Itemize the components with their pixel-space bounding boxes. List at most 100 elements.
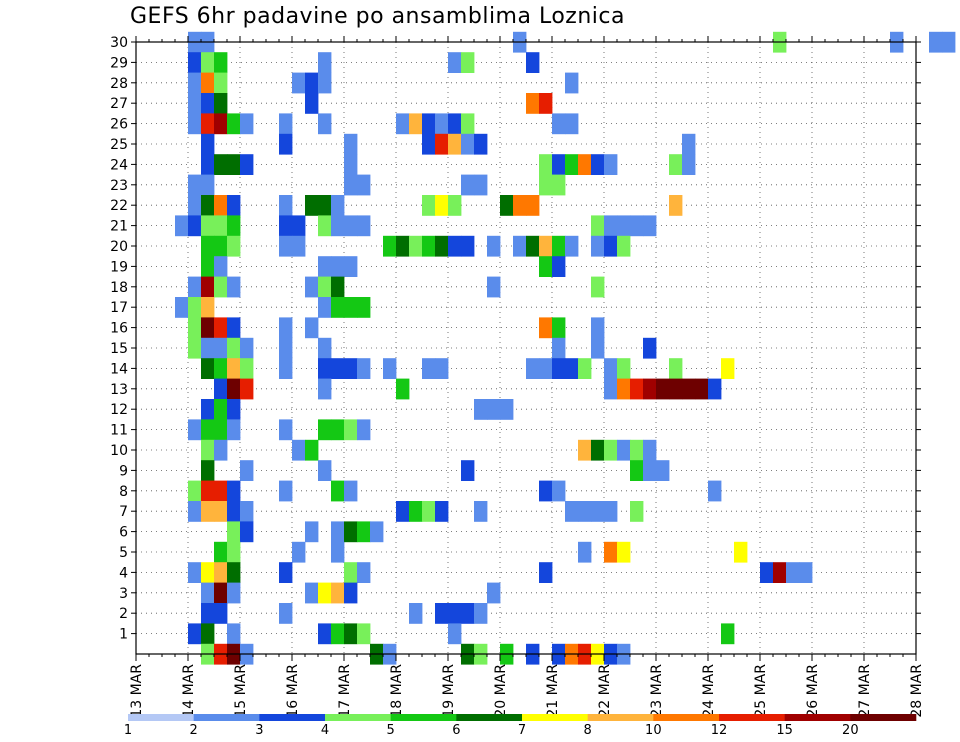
colorbar-swatch xyxy=(259,714,326,721)
precip-cell xyxy=(214,154,228,175)
precip-cell xyxy=(188,419,202,441)
y-tick-label: 9 xyxy=(119,463,128,479)
precip-cell xyxy=(331,521,345,543)
precip-cell xyxy=(318,113,332,135)
precip-cell xyxy=(591,235,605,257)
precip-cell xyxy=(201,439,215,461)
precip-cell xyxy=(188,52,202,73)
precip-cell xyxy=(448,195,462,216)
precip-cell xyxy=(591,501,605,522)
precip-cell xyxy=(214,562,228,583)
precip-cell xyxy=(201,623,215,645)
precip-cell xyxy=(201,480,215,502)
precip-cell xyxy=(552,113,566,135)
x-tick-label: 26 MAR xyxy=(805,664,821,718)
precip-cell xyxy=(279,195,293,216)
y-tick-label: 23 xyxy=(110,178,128,194)
precip-cell xyxy=(214,215,228,237)
y-tick-label: 16 xyxy=(110,321,128,337)
precip-cell xyxy=(188,72,202,94)
precip-cell xyxy=(461,460,475,481)
precip-cell xyxy=(435,133,449,155)
precip-cell xyxy=(786,562,800,583)
precip-cell xyxy=(279,235,293,257)
precip-cell xyxy=(942,31,956,53)
precip-cell xyxy=(331,256,345,277)
precip-cell xyxy=(279,337,293,359)
precip-cell xyxy=(201,256,215,277)
precip-cell xyxy=(461,603,475,624)
precip-cell xyxy=(643,215,657,237)
colorbar-label: 8 xyxy=(584,723,592,738)
colorbar-swatch xyxy=(193,714,260,721)
precip-cell xyxy=(227,215,241,237)
colorbar-swatch xyxy=(128,714,194,721)
x-tick-label: 24 MAR xyxy=(701,664,717,718)
precip-cell xyxy=(422,358,436,379)
precip-cell xyxy=(929,31,943,53)
precip-cell xyxy=(214,235,228,257)
precip-cell xyxy=(487,276,501,298)
precip-cell xyxy=(357,358,371,379)
y-tick-label: 29 xyxy=(110,55,128,71)
precip-cell xyxy=(201,113,215,135)
precip-cell xyxy=(487,235,501,257)
precip-cell xyxy=(539,174,553,196)
colorbar-label: 10 xyxy=(645,723,662,738)
y-tick-label: 2 xyxy=(119,606,128,622)
precip-cell xyxy=(448,52,462,73)
precip-cell xyxy=(188,562,202,583)
precip-cell xyxy=(201,317,215,339)
precip-cell xyxy=(682,133,696,155)
precip-cell xyxy=(370,521,384,543)
precip-cell xyxy=(630,460,644,481)
precip-cell xyxy=(201,215,215,237)
precip-cell xyxy=(279,562,293,583)
y-tick-label: 27 xyxy=(110,96,128,112)
precip-cell xyxy=(656,460,670,481)
precip-cell xyxy=(201,399,215,420)
precip-cell xyxy=(435,603,449,624)
colorbar-label: 1 xyxy=(124,723,132,738)
precip-cell xyxy=(552,235,566,257)
precip-cell xyxy=(435,358,449,379)
precip-cell xyxy=(357,521,371,543)
precip-cell xyxy=(357,562,371,583)
precip-cell xyxy=(240,337,254,359)
precip-cell xyxy=(201,276,215,298)
y-tick-label: 25 xyxy=(110,137,128,153)
precip-cell xyxy=(526,235,540,257)
precip-cell xyxy=(201,235,215,257)
y-tick-label: 17 xyxy=(110,300,128,316)
precip-cell xyxy=(201,337,215,359)
precip-cell xyxy=(305,195,319,216)
precip-cell xyxy=(344,623,358,645)
precip-cell xyxy=(474,399,488,420)
precip-cell xyxy=(669,154,683,175)
precip-cell xyxy=(188,297,202,318)
precip-cell xyxy=(630,439,644,461)
precip-cell xyxy=(201,419,215,441)
chart-title: GEFS 6hr padavine po ansamblima Loznica xyxy=(130,4,625,29)
precip-cell xyxy=(435,113,449,135)
precip-cell xyxy=(318,52,332,73)
precip-cell xyxy=(695,378,709,400)
colorbar-swatch xyxy=(719,714,785,721)
precip-cell xyxy=(175,215,189,237)
x-tick-label: 27 MAR xyxy=(857,664,873,718)
precip-cell xyxy=(539,93,553,114)
precip-cell xyxy=(214,195,228,216)
precip-cell xyxy=(201,358,215,379)
precip-cell xyxy=(188,501,202,522)
precip-cell xyxy=(344,419,358,441)
colorbar-label: 15 xyxy=(776,723,793,738)
precipitation-cells xyxy=(175,31,956,665)
precip-cell xyxy=(604,541,618,563)
precip-cell xyxy=(344,154,358,175)
precip-cell xyxy=(591,276,605,298)
colorbar-swatch xyxy=(522,714,588,721)
precip-cell xyxy=(227,358,241,379)
precip-cell xyxy=(331,297,345,318)
precip-cell xyxy=(682,154,696,175)
colorbar-swatch xyxy=(850,714,917,721)
